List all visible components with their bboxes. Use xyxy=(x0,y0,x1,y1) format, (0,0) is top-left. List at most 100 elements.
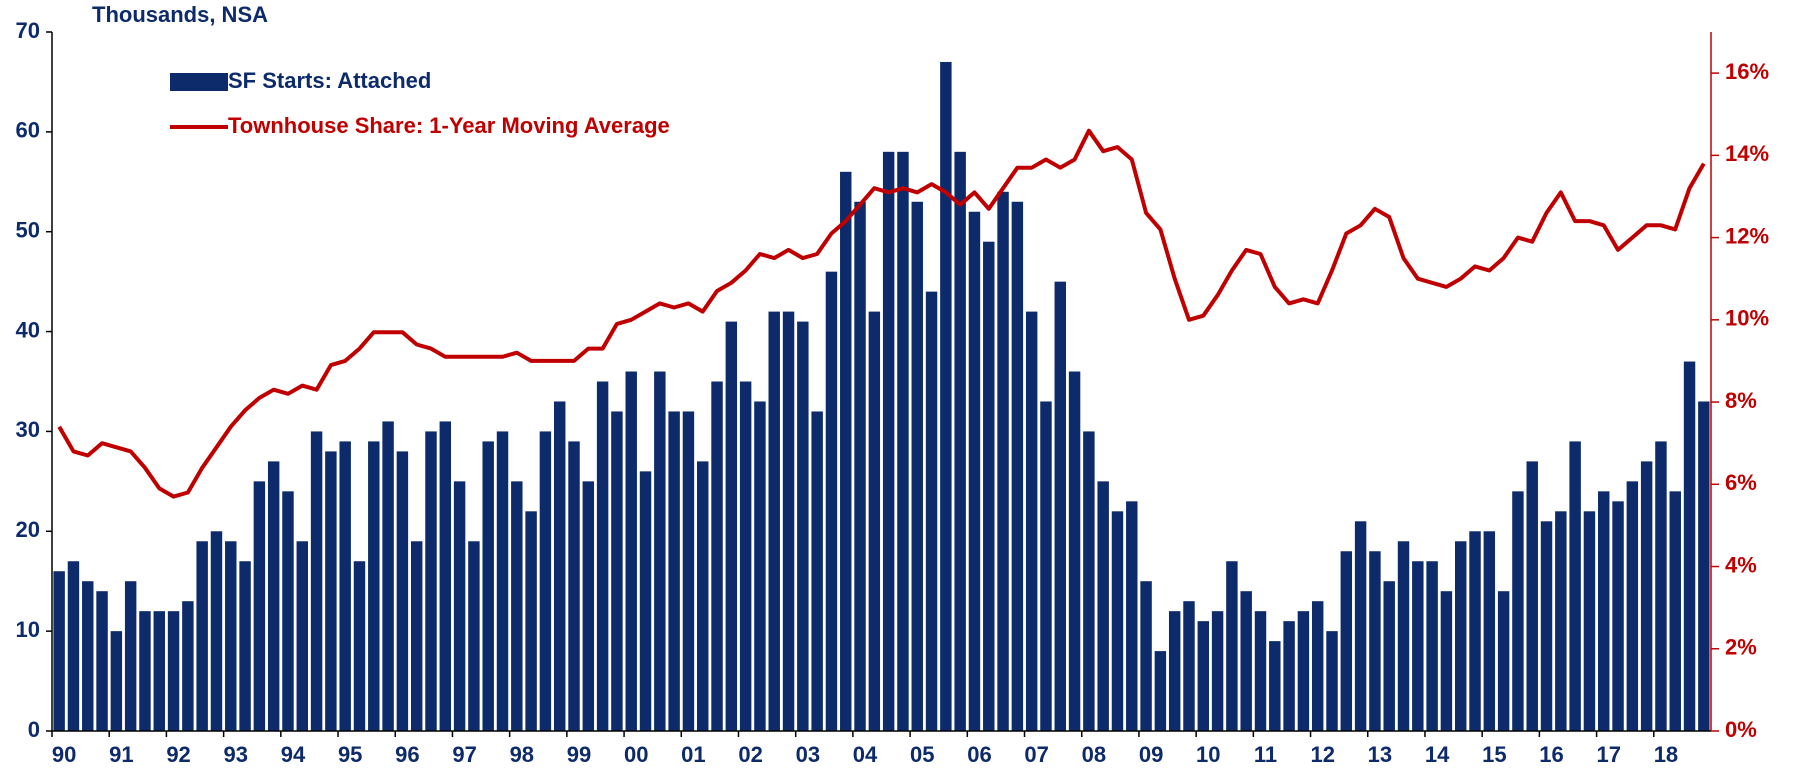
bar xyxy=(1154,651,1167,731)
bar xyxy=(1226,561,1238,731)
bar xyxy=(596,381,609,731)
x-tick-label: 12 xyxy=(1310,742,1334,767)
bar xyxy=(997,191,1009,731)
bar xyxy=(1612,501,1624,731)
bar xyxy=(1540,521,1553,731)
bar xyxy=(1197,621,1210,731)
bar xyxy=(410,541,423,731)
bar xyxy=(1454,541,1467,731)
bar xyxy=(139,611,151,731)
x-tick-label: 18 xyxy=(1654,742,1678,767)
bar xyxy=(654,371,666,731)
bar xyxy=(253,481,266,731)
bar xyxy=(625,371,637,731)
bar xyxy=(811,411,823,731)
bar xyxy=(1054,281,1066,731)
x-tick-label: 10 xyxy=(1196,742,1220,767)
bar xyxy=(67,561,80,731)
bar xyxy=(1297,611,1310,731)
bar xyxy=(1569,441,1581,731)
bar xyxy=(296,541,309,731)
x-tick-label: 95 xyxy=(338,742,362,767)
bar xyxy=(124,581,137,731)
x-tick-label: 04 xyxy=(853,742,878,767)
y2-tick-label: 6% xyxy=(1725,470,1757,495)
bar xyxy=(167,611,180,731)
y-axis-label: Thousands, NSA xyxy=(92,2,268,27)
bar xyxy=(1240,591,1252,731)
bar xyxy=(1655,441,1667,731)
x-tick-label: 16 xyxy=(1539,742,1563,767)
bar xyxy=(1469,531,1481,731)
bar xyxy=(1440,591,1453,731)
bar xyxy=(1126,501,1138,731)
bar xyxy=(1426,561,1438,731)
x-tick-label: 02 xyxy=(738,742,762,767)
bar xyxy=(1311,601,1324,731)
bar xyxy=(782,311,795,731)
x-tick-label: 17 xyxy=(1596,742,1620,767)
bar xyxy=(739,381,752,731)
bar xyxy=(1669,491,1681,731)
bar xyxy=(925,291,938,731)
bar xyxy=(825,271,838,731)
bar xyxy=(568,441,580,731)
bar xyxy=(882,151,895,732)
bar xyxy=(1526,461,1538,731)
y-tick-label: 0 xyxy=(28,717,40,742)
bar xyxy=(1583,511,1596,731)
bar xyxy=(1025,311,1038,731)
bar xyxy=(1183,601,1195,731)
y2-tick-label: 12% xyxy=(1725,223,1769,248)
bar xyxy=(239,561,251,731)
bar xyxy=(153,611,165,731)
bar xyxy=(453,481,466,731)
bar xyxy=(339,441,351,731)
bar xyxy=(196,541,208,731)
y-tick-label: 70 xyxy=(16,18,40,43)
bar xyxy=(1698,401,1710,731)
bar xyxy=(725,321,738,731)
x-tick-label: 11 xyxy=(1254,742,1277,767)
y-tick-label: 20 xyxy=(16,517,40,542)
bar xyxy=(539,431,552,731)
bar xyxy=(225,541,237,731)
bar xyxy=(396,451,409,731)
bar xyxy=(96,591,108,731)
bar xyxy=(711,381,723,731)
x-tick-label: 14 xyxy=(1425,742,1450,767)
bar xyxy=(611,411,623,731)
bar xyxy=(525,511,537,731)
bar xyxy=(1683,361,1696,731)
bar xyxy=(382,421,394,731)
x-tick-label: 92 xyxy=(166,742,190,767)
y-tick-label: 60 xyxy=(16,118,40,143)
bar xyxy=(897,151,909,732)
bar xyxy=(1097,481,1109,731)
x-tick-label: 06 xyxy=(967,742,991,767)
bar xyxy=(940,61,952,731)
bar xyxy=(768,311,780,731)
x-tick-label: 90 xyxy=(52,742,76,767)
x-tick-label: 97 xyxy=(452,742,476,767)
bar xyxy=(425,431,437,731)
bar xyxy=(968,211,981,731)
x-tick-label: 96 xyxy=(395,742,419,767)
bar xyxy=(1640,461,1653,731)
bar xyxy=(1011,201,1024,731)
bar xyxy=(868,311,881,731)
bar xyxy=(1397,541,1410,731)
bar xyxy=(1168,611,1181,731)
bar xyxy=(439,421,452,731)
x-tick-label: 09 xyxy=(1139,742,1163,767)
y2-tick-label: 16% xyxy=(1725,59,1769,84)
bar xyxy=(482,441,494,731)
bar xyxy=(1412,561,1424,731)
bar xyxy=(983,241,995,731)
bar xyxy=(1040,401,1052,731)
x-tick-label: 01 xyxy=(681,742,705,767)
x-tick-label: 94 xyxy=(281,742,306,767)
x-tick-label: 98 xyxy=(510,742,534,767)
bar xyxy=(1383,581,1395,731)
bar xyxy=(110,631,123,731)
